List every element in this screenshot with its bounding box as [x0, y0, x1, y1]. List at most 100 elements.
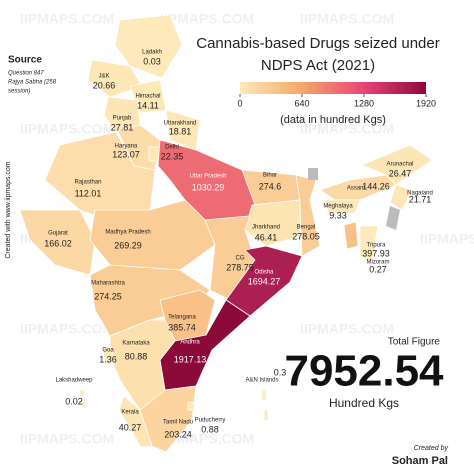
state-name: Andhra: [180, 340, 200, 346]
credit-name: Soham Pal: [392, 455, 448, 467]
credit-label: Created by: [414, 445, 449, 452]
watermark: IIPMAPS.COM: [20, 11, 114, 27]
state-name: J&K: [98, 74, 109, 80]
watermark: IIPMAPS.COM: [20, 121, 114, 137]
watermarks: IIPMAPS.COM IIPMAPS.COM IIPMAPS.COM IIPMAPS…: [20, 11, 474, 447]
state-name: Delhi: [165, 145, 179, 151]
state-value: 274.6: [259, 181, 282, 191]
watermark: IIPMAPS.COM: [20, 321, 114, 337]
state-name: Bengal: [297, 225, 316, 231]
state-value: 21.71: [409, 194, 432, 204]
state: [109, 319, 176, 411]
title: Cannabis-based Drugs seized under: [196, 35, 439, 52]
watermark: IIPMAPS.COM: [420, 231, 474, 247]
state-value: 0.27: [369, 264, 387, 274]
state-value: 20.66: [93, 80, 116, 90]
state-value: 397.93: [362, 248, 390, 258]
state-name: Gujarat: [48, 231, 68, 237]
state-name: Tamil Nadu: [163, 420, 193, 426]
state-value: 278.05: [292, 231, 320, 241]
state-name: Nagaland: [407, 191, 433, 197]
state-name: Bihar: [263, 173, 277, 179]
state-name: Karnataka: [122, 341, 150, 347]
legend-bar: [240, 82, 426, 94]
watermark: IIPMAPS.COM: [300, 11, 394, 27]
no-data-region: [386, 206, 400, 230]
state-value: 14.11: [137, 100, 159, 110]
state-value: 1917.13: [174, 354, 207, 364]
state-name: Jharkhand: [252, 225, 280, 231]
state-value: 278.75: [226, 262, 254, 272]
state-name: Himachal: [135, 94, 160, 100]
states: [19, 14, 433, 453]
watermark: IIPMAPS.COM: [300, 121, 394, 137]
state-name: Telangana: [168, 315, 196, 321]
state-value: 1.36: [99, 354, 117, 364]
no-data-region: [308, 168, 318, 180]
total-unit: Hundred Kgs: [329, 396, 399, 410]
state: [324, 199, 361, 214]
state-value: 274.25: [94, 291, 122, 301]
state-name: Maharashtra: [91, 281, 125, 287]
state-value: 385.74: [168, 322, 196, 332]
state-name: Uttar Pradesh: [189, 174, 226, 180]
state: [389, 184, 413, 211]
state-value: 9.33: [329, 210, 347, 220]
state-value: 18.81: [169, 126, 192, 136]
state-value: 1694.27: [248, 276, 281, 286]
state: [261, 389, 269, 421]
state-name: Meghalaya: [323, 204, 353, 210]
state: [114, 14, 183, 79]
watermark: IIPMAPS.COM: [160, 11, 254, 27]
state-name: Ladakh: [142, 50, 162, 56]
state-value: 1030.29: [192, 182, 225, 192]
source-text: Rajya Sabha (258: [8, 80, 57, 86]
total-value: 7952.54: [284, 347, 444, 396]
state-value: 40.27: [119, 422, 142, 432]
state-value: 0.02: [65, 396, 83, 406]
state-name: Haryana: [115, 144, 138, 150]
total-label: Total Figure: [388, 337, 441, 348]
source-text: Question 847: [8, 71, 44, 77]
legend-unit: (data in hundred Kgs): [280, 114, 386, 126]
state-name: Lakshadweep: [55, 378, 93, 384]
state-name: A&N Islands: [245, 378, 278, 384]
no-data-regions: [308, 168, 400, 230]
state: [225, 245, 303, 317]
state-name: Uttarakhand: [164, 121, 197, 127]
watermark: IIPMAPS.COM: [300, 321, 394, 337]
watermark: IIPMAPS.COM: [160, 431, 254, 447]
state-name: Kerala: [121, 410, 139, 416]
title: NDPS Act (2021): [261, 57, 375, 74]
state-name: Puducherry: [195, 418, 226, 424]
state-name: Madhya Pradesh: [105, 230, 150, 236]
state: [118, 395, 153, 448]
state-value: 0.88: [201, 424, 219, 434]
state-value: 0.03: [143, 56, 161, 66]
state-name: Assam: [347, 186, 365, 192]
state-name: Arunachal: [386, 162, 413, 168]
state-value: 22.35: [161, 151, 184, 161]
source-text: session): [8, 89, 30, 95]
state: [139, 385, 197, 453]
state: [87, 59, 143, 98]
state-value: 26.47: [389, 168, 412, 178]
state-value: 80.88: [125, 351, 148, 361]
state-value: 0.3: [274, 367, 287, 377]
state-name: Goa: [102, 348, 114, 354]
state-value: 269.29: [114, 240, 142, 250]
state-name: CG: [236, 256, 245, 262]
state: [187, 401, 195, 411]
state-name: Rajasthan: [74, 180, 101, 186]
state: [79, 389, 87, 409]
source-heading: Source: [8, 55, 42, 66]
state-name: Punjab: [113, 116, 132, 122]
state: [359, 225, 379, 263]
state-name: Tripura: [367, 243, 386, 249]
legend: 0 640 1280 1920: [237, 94, 436, 108]
state-value: 144.26: [362, 181, 390, 191]
legend-tick-label: 1280: [354, 98, 374, 108]
legend-tick-label: 0: [237, 98, 242, 108]
state-value: 166.02: [44, 238, 72, 248]
